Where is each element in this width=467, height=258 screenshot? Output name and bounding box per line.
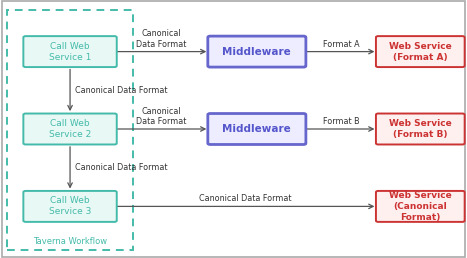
FancyBboxPatch shape [23,191,117,222]
Text: Middleware: Middleware [222,47,291,57]
FancyBboxPatch shape [376,114,465,144]
Text: Taverna Workflow: Taverna Workflow [33,237,107,246]
Text: Format B: Format B [323,117,359,126]
Text: Canonical Data Format: Canonical Data Format [75,86,167,95]
Text: Web Service
(Canonical
Format): Web Service (Canonical Format) [389,191,452,222]
FancyBboxPatch shape [376,191,465,222]
Text: Canonical Data Format: Canonical Data Format [75,163,167,172]
FancyBboxPatch shape [23,114,117,144]
Text: Call Web
Service 1: Call Web Service 1 [49,42,91,62]
FancyBboxPatch shape [208,36,306,67]
Text: Canonical
Data Format: Canonical Data Format [136,29,187,49]
Text: Call Web
Service 3: Call Web Service 3 [49,196,91,216]
Text: Canonical Data Format: Canonical Data Format [199,194,292,203]
Text: Call Web
Service 2: Call Web Service 2 [49,119,91,139]
FancyBboxPatch shape [208,114,306,144]
Text: Canonical
Data Format: Canonical Data Format [136,107,187,126]
Text: Web Service
(Format B): Web Service (Format B) [389,119,452,139]
Text: Format A: Format A [323,39,359,49]
Text: Middleware: Middleware [222,124,291,134]
FancyBboxPatch shape [376,36,465,67]
Text: Web Service
(Format A): Web Service (Format A) [389,42,452,62]
FancyBboxPatch shape [23,36,117,67]
